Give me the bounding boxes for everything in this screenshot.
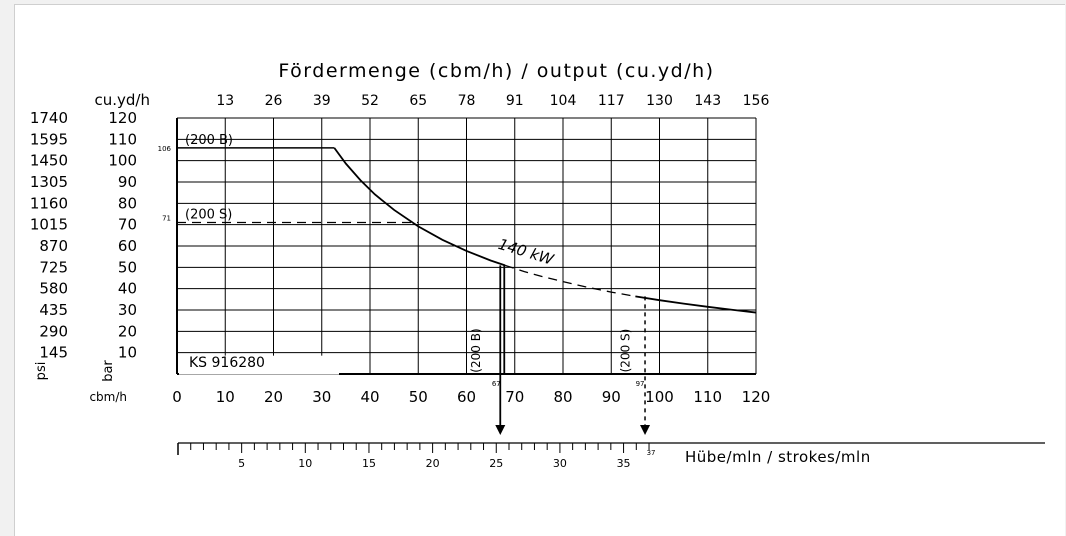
y2-axis-label: psi [34,362,49,381]
ref-200s-output-label: 97 [636,380,645,388]
x2-tick-label: 52 [361,93,379,109]
ref-200s-pressure-label: 71 [162,215,171,223]
x-axis-label: cbm/h [89,390,127,404]
x-tick-label: 80 [553,388,572,406]
y-tick-label: 60 [118,237,137,255]
strokes-tick-label: 15 [362,457,376,470]
x-tick-label: 120 [742,388,771,406]
curve-label: 140 kW [496,235,557,269]
ref-200s-vertical-label: (200 S) [619,329,633,373]
strokes-tick-label: 10 [298,457,312,470]
y-tick-label: 50 [118,258,137,276]
x-tick-label: 60 [457,388,476,406]
strokes-marker-label: 37 [647,449,656,457]
y2-tick-label: 1740 [30,109,68,127]
y-tick-label: 100 [108,152,137,170]
x-tick-label: 30 [312,388,331,406]
y2-tick-label: 1015 [30,216,68,234]
y2-tick-label: 145 [39,344,68,362]
ref-200b-arrow [495,425,506,435]
y-tick-label: 20 [118,322,137,340]
series-line-solid [635,295,757,314]
y2-tick-label: 1160 [30,194,68,212]
chart-title: Fördermenge (cbm/h) / output (cu.yd/h) [278,60,714,82]
ref-200b-pressure-label: 106 [158,145,172,153]
ref-200b-output-label: 67 [492,380,501,388]
x2-tick-label: 65 [409,93,427,109]
ref-200b-label: (200 B) [185,133,233,148]
x2-tick-label: 26 [265,93,283,109]
y-axis-label: bar [101,360,116,382]
x-tick-label: 50 [409,388,428,406]
y-tick-label: 90 [118,173,137,191]
x-tick-label: 90 [602,388,621,406]
x-tick-label: 100 [645,388,674,406]
x2-tick-label: 156 [743,93,770,109]
y-tick-label: 70 [118,216,137,234]
strokes-tick-label: 25 [489,457,503,470]
y2-tick-label: 725 [39,258,68,276]
y2-tick-label: 1305 [30,173,68,191]
x2-tick-label: 104 [550,93,577,109]
model-label: KS 916280 [189,355,265,371]
y-tick-label: 10 [118,344,137,362]
strokes-axis-label: Hübe/mln / strokes/mln [685,448,871,466]
y2-tick-label: 1595 [30,130,68,148]
x2-tick-label: 130 [646,93,673,109]
x2-axis-label: cu.yd/h [95,91,150,109]
y-tick-label: 110 [108,130,137,148]
strokes-tick-label: 35 [617,457,631,470]
chart-panel: Fördermenge (cbm/h) / output (cu.yd/h) cb… [14,4,1065,536]
y-tick-label: 80 [118,194,137,212]
strokes-tick-label: 30 [553,457,567,470]
x2-tick-label: 78 [458,93,476,109]
strokes-tick-label: 20 [426,457,440,470]
x2-tick-label: 117 [598,93,625,109]
ref-200s-label: (200 S) [185,208,232,223]
y2-tick-label: 870 [39,237,68,255]
x2-tick-label: 143 [694,93,721,109]
x-tick-label: 0 [172,388,182,406]
ref-200s-arrow [640,425,651,435]
x2-tick-label: 13 [216,93,234,109]
y2-tick-label: 1450 [30,152,68,170]
ref-200b-vertical-label: (200 B) [469,328,483,372]
series-line-dashed [504,264,636,297]
y-tick-label: 30 [118,301,137,319]
y2-tick-label: 580 [39,280,68,298]
x-tick-label: 10 [216,388,235,406]
y2-tick-label: 435 [39,301,68,319]
x-tick-label: 110 [693,388,722,406]
x-tick-label: 20 [264,388,283,406]
y2-tick-label: 290 [39,322,68,340]
y-tick-label: 120 [108,109,137,127]
x2-tick-label: 91 [506,93,524,109]
pump-performance-chart: Fördermenge (cbm/h) / output (cu.yd/h) cb… [30,60,1045,470]
y-tick-label: 40 [118,280,137,298]
strokes-tick-label: 5 [238,457,245,470]
x2-tick-label: 39 [313,93,331,109]
series-line-solid [333,147,506,267]
x-tick-label: 70 [505,388,524,406]
model-label-bg [179,355,339,375]
x-tick-label: 40 [360,388,379,406]
